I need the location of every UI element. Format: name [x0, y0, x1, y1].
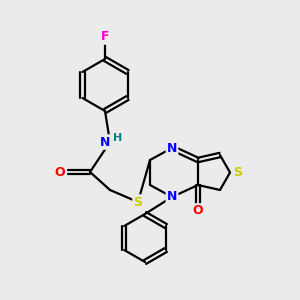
Text: S: S [134, 196, 142, 208]
Text: S: S [233, 166, 242, 179]
Text: F: F [101, 31, 109, 44]
Text: N: N [100, 136, 110, 148]
Text: N: N [167, 142, 177, 154]
Text: O: O [55, 166, 65, 178]
Text: N: N [167, 190, 177, 203]
Text: H: H [113, 133, 123, 143]
Text: O: O [193, 205, 203, 218]
